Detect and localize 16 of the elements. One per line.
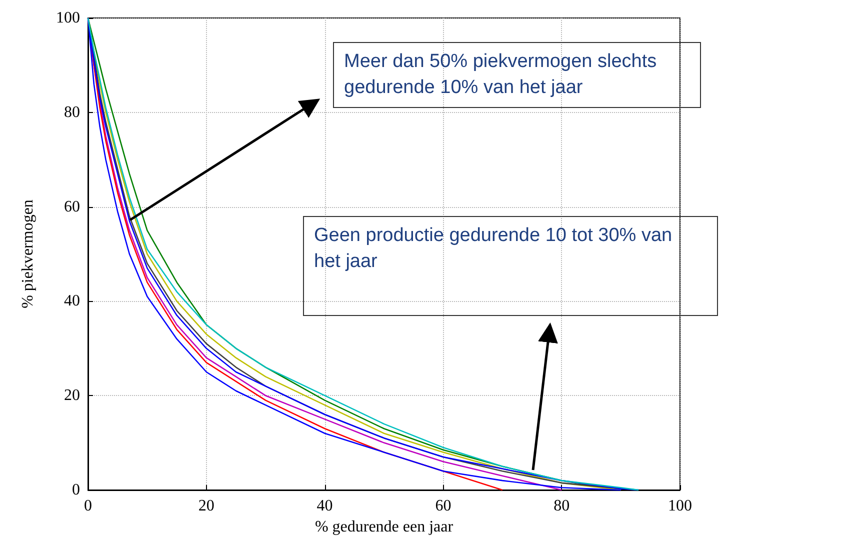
x-tick-label: 100 xyxy=(668,498,692,514)
y-axis-title: % piekvermogen xyxy=(20,200,36,308)
x-tick-label: 80 xyxy=(554,498,570,514)
annotation: Meer dan 50% piekvermogen slechts gedurende 10% van het jaar xyxy=(333,42,701,108)
y-tick-label: 40 xyxy=(64,292,80,310)
x-tick-label: 60 xyxy=(435,498,452,514)
y-tick-label: 0 xyxy=(72,482,80,498)
annotation: Geen productie gedurende 10 tot 30% van het jaar xyxy=(303,216,718,316)
y-tick-label: 60 xyxy=(64,198,80,216)
y-tick-label: 20 xyxy=(64,387,80,404)
y-tick-label: 80 xyxy=(64,104,80,121)
y-tick-label: 100 xyxy=(56,10,80,26)
x-axis-title: % gedurende een jaar xyxy=(314,518,454,536)
x-tick-label: 40 xyxy=(316,498,333,514)
x-tick-label: 0 xyxy=(84,498,92,514)
x-tick-label: 20 xyxy=(198,498,214,514)
